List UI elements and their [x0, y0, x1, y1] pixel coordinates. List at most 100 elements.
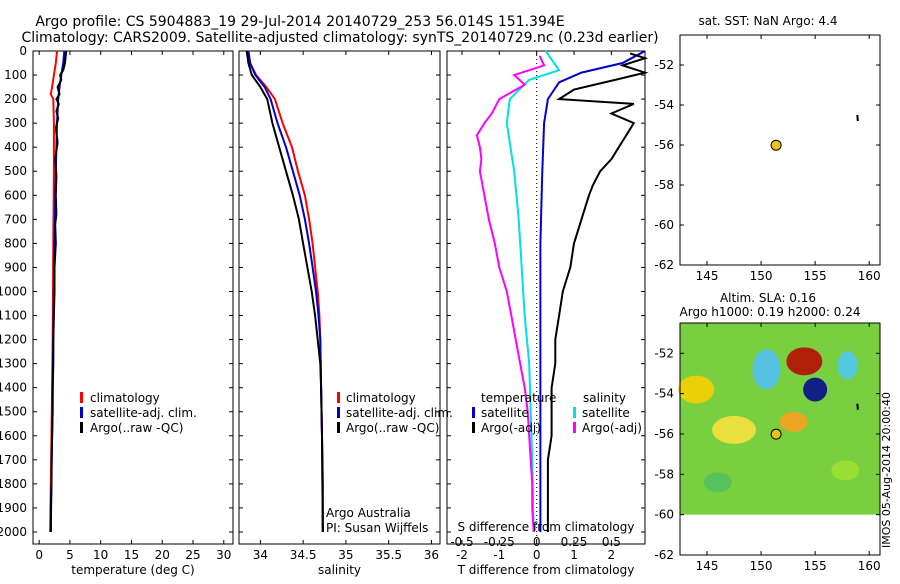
- y-tick-label: 600: [4, 188, 27, 202]
- series-line-temperature-argo-adj-: [546, 52, 649, 532]
- y-tick-label: 1800: [0, 477, 27, 491]
- x-tick-label: 150: [750, 559, 773, 573]
- y-tick-label: -54: [654, 387, 674, 401]
- legend-label-t-satellite: satellite: [481, 406, 529, 420]
- y-tick-label: -56: [654, 138, 674, 152]
- y-tick-label: 500: [4, 164, 27, 178]
- legend-label-argo: Argo(..raw -QC): [346, 421, 439, 435]
- x-tick-label: 5: [66, 548, 74, 562]
- legend-swatch-satellite: [337, 407, 340, 418]
- y-tick-label: 900: [4, 260, 27, 274]
- argo-location-marker: [770, 139, 782, 151]
- sla-anomaly-blob: [712, 415, 757, 444]
- y-tick-label: 400: [4, 140, 27, 154]
- sst-map-panel: 145 150 155 160 -52 -54 -56 -58 -60 -62: [654, 34, 881, 283]
- y-tick-label: -56: [654, 427, 674, 441]
- x-tick-label: 155: [804, 269, 827, 283]
- x-axis-label: temperature (deg C): [71, 563, 194, 577]
- plot-frame: [32, 50, 234, 545]
- y-tick-label: 0: [19, 44, 27, 58]
- sla-anomaly-blob: [779, 411, 808, 432]
- sla-map-title-1: Altim. SLA: 0.16: [720, 291, 816, 305]
- x-tick-label-secondary: 0.25: [561, 535, 588, 549]
- sla-anomaly-blob: [703, 472, 732, 493]
- x-tick-label: 25: [185, 548, 200, 562]
- y-tick-label: 1900: [0, 501, 27, 515]
- x-axis-label-secondary: S difference from climatology: [458, 520, 635, 534]
- series-line-argo-raw-qc-: [49, 50, 68, 532]
- legend-swatch-s-satellite: [573, 407, 576, 418]
- series-line-salinity-argo-adj-: [475, 55, 546, 533]
- legend-swatch-climatology: [337, 392, 340, 403]
- y-tick-label: 1700: [0, 453, 27, 467]
- coast-fragment: [856, 114, 859, 122]
- legend-label-climatology: climatology: [90, 391, 160, 405]
- x-axis-label: T difference from climatology: [457, 563, 635, 577]
- x-tick-label: 155: [804, 559, 827, 573]
- x-tick-label: 160: [858, 559, 881, 573]
- x-tick-label: 20: [155, 548, 170, 562]
- x-tick-label: 1: [570, 548, 578, 562]
- title-line-2: Climatology: CARS2009. Satellite-adjuste…: [21, 30, 658, 46]
- temperature-legend: climatology satellite-adj. clim. Argo(..…: [80, 391, 197, 435]
- title-line-1: Argo profile: CS 5904883_19 29-Jul-2014 …: [35, 14, 564, 30]
- y-tick-label: -60: [654, 218, 674, 232]
- y-tick-label: 700: [4, 212, 27, 226]
- legend-title-salinity: salinity: [583, 391, 626, 405]
- y-tick-label: 100: [4, 68, 27, 82]
- legend-swatch-t-satellite: [472, 407, 475, 418]
- series-line-satellite-adj-clim-: [247, 50, 324, 533]
- x-tick-label-secondary: -0.5: [450, 535, 473, 549]
- argo-location-marker: [770, 428, 782, 440]
- y-tick-label: -62: [654, 258, 674, 272]
- legend-label-s-argo: Argo(-adj): [582, 421, 642, 435]
- series-line-temperature-satellite: [539, 50, 646, 532]
- legend-label-s-satellite: satellite: [582, 406, 630, 420]
- y-tick-label: 1400: [0, 381, 27, 395]
- imos-timestamp-label: IMOS 05-Aug-2014 20:00:40: [880, 392, 893, 548]
- x-tick-label: 150: [750, 269, 773, 283]
- y-tick-label: 1600: [0, 429, 27, 443]
- sla-anomaly-blob: [752, 349, 781, 390]
- x-axis-label: salinity: [318, 563, 361, 577]
- sla-map-title-2: Argo h1000: 0.19 h2000: 0.24: [680, 305, 861, 319]
- y-tick-label: 1200: [0, 333, 27, 347]
- x-tick-label: 0: [35, 548, 43, 562]
- x-tick-label: 34: [253, 548, 268, 562]
- y-tick-label: -58: [654, 467, 674, 481]
- coast-fragment: [856, 403, 859, 410]
- legend-swatch-t-argo: [472, 422, 475, 433]
- salinity-panel: 34 34.5 35 35.5 36 salinity: [238, 50, 441, 577]
- x-tick-label: 160: [858, 269, 881, 283]
- sla-map-panel: 145 150 155 160 -52 -54 -56 -58 -60 -62: [654, 322, 881, 573]
- plot-frame: [238, 50, 441, 545]
- y-tick-label: -60: [654, 508, 674, 522]
- y-tick-label: -54: [654, 98, 674, 112]
- sla-anomaly-blob: [678, 375, 715, 404]
- x-tick-label: -1: [493, 548, 505, 562]
- y-tick-label: -62: [654, 548, 674, 562]
- pi-label: PI: Susan Wijffels: [326, 521, 428, 535]
- x-tick-label: 35: [338, 548, 353, 562]
- map-frame: [679, 322, 881, 556]
- legend-title-temperature: temperature: [481, 391, 556, 405]
- legend-label-satellite: satellite-adj. clim.: [90, 406, 197, 420]
- legend-label-argo: Argo(..raw -QC): [90, 421, 183, 435]
- series-line-salinity-satellite: [505, 50, 561, 533]
- y-tick-label: -58: [654, 178, 674, 192]
- x-tick-label: 145: [696, 559, 719, 573]
- y-tick-label: 1000: [0, 284, 27, 298]
- y-tick-label: 800: [4, 236, 27, 250]
- legend-swatch-argo: [80, 422, 83, 433]
- y-tick-label: 300: [4, 116, 27, 130]
- x-tick-label-secondary: -0.25: [484, 535, 515, 549]
- sla-anomaly-blob: [837, 351, 858, 380]
- salinity-legend: climatology satellite-adj. clim. Argo(..…: [326, 391, 453, 535]
- legend-swatch-satellite: [80, 407, 83, 418]
- argo-australia-label: Argo Australia: [326, 506, 411, 520]
- x-tick-label: 34.5: [290, 548, 317, 562]
- legend-swatch-argo: [337, 422, 340, 433]
- difference-panel: -2 -1 0 1 2 -0.5 -0.25 0 0.25 0.5 T difference fro…: [446, 50, 649, 577]
- x-tick-label: 36: [424, 548, 439, 562]
- x-tick-label: 30: [216, 548, 231, 562]
